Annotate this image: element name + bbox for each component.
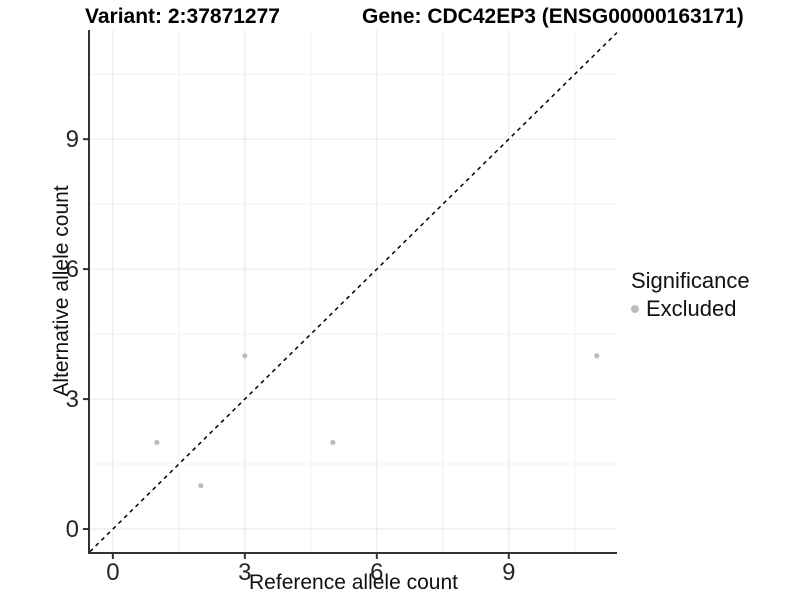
y-tick-label: 3	[66, 386, 79, 413]
x-tick-label: 6	[370, 559, 383, 586]
y-tick-label: 6	[66, 256, 79, 283]
y-axis-title: Alternative allele count	[50, 185, 73, 397]
y-tick-label: 9	[66, 126, 79, 153]
x-axis-title: Reference allele count	[249, 571, 458, 594]
variant-title: Variant: 2:37871277	[85, 5, 280, 28]
legend-point-icon	[631, 305, 639, 313]
data-point	[154, 439, 160, 446]
data-point	[198, 483, 204, 489]
x-tick-label: 0	[106, 559, 119, 586]
legend-item-excluded: Excluded	[631, 296, 750, 322]
legend: Significance Excluded	[631, 268, 750, 322]
x-tick-label: 9	[502, 559, 515, 586]
data-point	[330, 439, 336, 446]
gene-title: Gene: CDC42EP3 (ENSG00000163171)	[362, 5, 744, 28]
x-tick-label: 3	[238, 559, 251, 586]
y-tick-label: 0	[66, 516, 79, 543]
identity-line	[89, 32, 618, 553]
legend-title: Significance	[631, 268, 750, 293]
data-point	[594, 353, 600, 359]
legend-item-label: Excluded	[646, 296, 737, 321]
data-point	[242, 353, 248, 359]
